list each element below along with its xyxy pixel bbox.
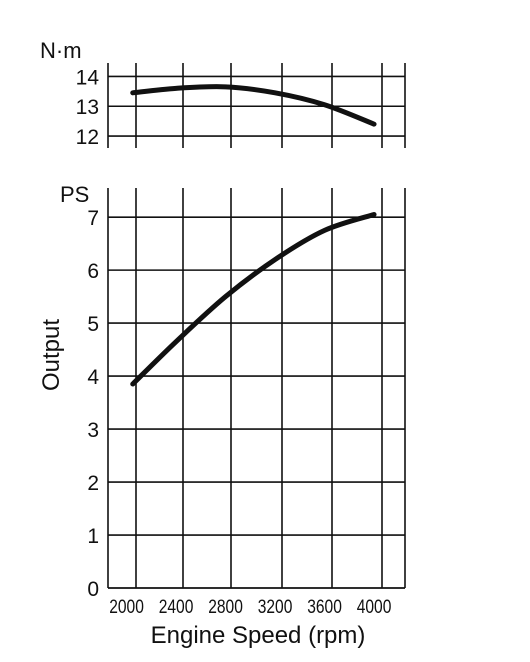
y-tick-label: 6 [87, 260, 99, 283]
output-curve [130, 211, 377, 387]
y-tick-label: 12 [76, 126, 99, 149]
x-tick-label: 3200 [258, 596, 293, 618]
y-tick-label: 5 [87, 313, 99, 336]
y-tick-label: 4 [87, 366, 99, 389]
output-panel: 0 1 2 3 4 5 6 7 2000 2400 2800 3200 3600 4000 [87, 188, 406, 618]
x-axis-label: Engine Speed (rpm) [151, 622, 366, 649]
torque-curve [130, 84, 377, 127]
y-axis-label: Output [38, 319, 65, 391]
torque-panel: 14 13 12 [76, 63, 406, 149]
output-unit-label: PS [60, 182, 89, 207]
x-tick-label: 2800 [208, 596, 243, 618]
y-tick-label: 13 [76, 96, 99, 119]
torque-unit-label: N·m [40, 38, 82, 63]
y-tick-label: 0 [87, 578, 99, 601]
x-tick-label: 4000 [357, 596, 392, 618]
y-tick-label: 1 [87, 525, 99, 548]
x-tick-label: 2000 [109, 596, 144, 618]
x-tick-label: 2400 [159, 596, 194, 618]
y-tick-label: 2 [87, 472, 99, 495]
y-tick-label: 3 [87, 419, 99, 442]
y-tick-label: 14 [76, 66, 100, 89]
x-tick-label: 3600 [307, 596, 342, 618]
y-tick-label: 7 [87, 207, 99, 230]
